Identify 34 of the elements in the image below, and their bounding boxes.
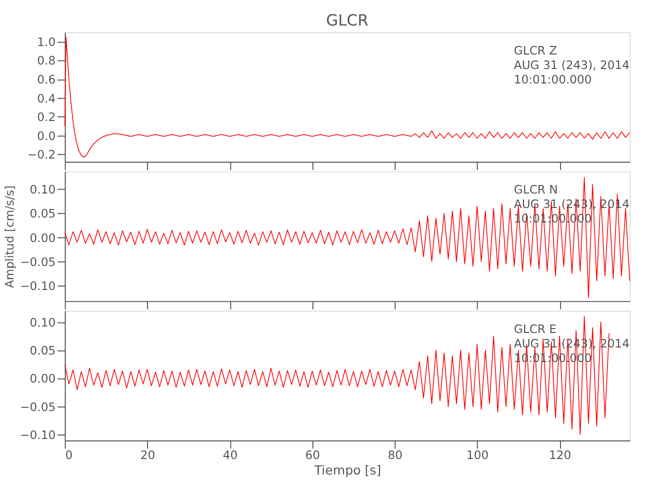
x-tick-label: 80 [388, 448, 403, 462]
y-tick-label: −0.05 [20, 254, 56, 269]
x-tick-label: 0 [65, 448, 73, 462]
line-series [64, 176, 630, 298]
y-tick-label: 0.10 [30, 315, 56, 330]
annotation: GLCR N [514, 182, 558, 197]
y-tick-label: 0.00 [30, 230, 56, 245]
y-tick-label: 0.0 [37, 128, 56, 143]
x-tick-label: 20 [140, 448, 156, 462]
annotation: GLCR E [514, 322, 556, 336]
y-tick-label: −0.10 [20, 279, 56, 293]
y-tick-label: 0.8 [37, 54, 56, 68]
x-axis-title: Tiempo [s] [313, 462, 382, 478]
y-tick-label: −0.2 [27, 148, 56, 162]
y-tick-label: 0.05 [30, 344, 56, 358]
y-tick-label: 0.00 [30, 372, 56, 386]
annotation: AUG 31 (243), 2014 [514, 58, 630, 72]
y-tick-label: −0.10 [20, 428, 56, 442]
x-tick-label: 60 [305, 448, 320, 462]
y-tick-label: 0.6 [37, 72, 56, 86]
y-tick-label: 1.0 [37, 34, 56, 49]
y-tick-label: 0.2 [37, 110, 56, 124]
y-tick-label: 0.4 [37, 91, 56, 106]
chart-title: GLCR [326, 11, 369, 30]
line-series [64, 36, 630, 158]
x-tick-label: 100 [466, 448, 489, 462]
y-axis-title: Amplitud [cm/s/s] [2, 185, 16, 288]
x-tick-label: 120 [549, 448, 572, 462]
y-tick-label: 0.10 [30, 182, 56, 197]
annotation: GLCR Z [514, 43, 558, 58]
y-tick-label: 0.05 [30, 206, 56, 221]
annotation: 10:01:00.000 [514, 72, 592, 86]
y-tick-label: −0.05 [20, 400, 56, 414]
x-tick-label: 40 [222, 448, 238, 462]
